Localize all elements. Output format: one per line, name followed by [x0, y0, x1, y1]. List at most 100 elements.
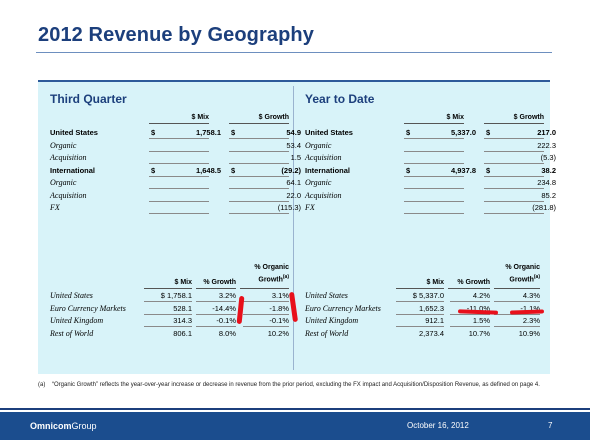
row-underline: [404, 163, 464, 164]
ytd-region-growth-rule: [448, 288, 490, 289]
row-underline: [404, 175, 464, 177]
currency-symbol: $: [231, 165, 236, 175]
row-label: Acquisition: [50, 190, 87, 200]
logo-bold: Omnicom: [30, 421, 72, 431]
region-organic: -0.1%: [269, 316, 289, 325]
q3-organic-header-line2: Growth(a): [258, 274, 289, 284]
q3-growth-header-rule: [229, 123, 289, 124]
region-growth: 3.2%: [218, 291, 236, 300]
row-underline: [404, 138, 464, 139]
row-underline: [494, 301, 540, 302]
region-label: United Kingdom: [50, 316, 104, 325]
row-underline: [484, 188, 544, 189]
growth-value: 85.2: [541, 190, 556, 200]
region-growth: 1.5%: [472, 316, 490, 325]
growth-value: (115.3): [277, 203, 301, 212]
region-organic: 3.1%: [271, 291, 289, 300]
growth-value: (281.8): [532, 203, 556, 212]
row-underline: [404, 188, 464, 189]
region-organic: 2.3%: [522, 316, 540, 325]
region-label: United States: [305, 291, 348, 300]
title-divider: [36, 52, 552, 53]
region-label: Euro Currency Markets: [305, 303, 381, 313]
q3-region-growth-header: % Growth: [203, 279, 236, 286]
ytd-region-organic-rule: [494, 288, 540, 289]
row-underline: [484, 175, 544, 177]
growth-value: 64.1: [286, 178, 301, 187]
ytd-region-mix-header: $ Mix: [426, 279, 444, 286]
region-mix: 314.3: [173, 316, 192, 325]
growth-value: 22.0: [286, 190, 301, 200]
row-underline: [396, 313, 444, 315]
row-underline: [229, 175, 289, 177]
row-underline: [404, 200, 464, 202]
growth-value: 54.9: [286, 128, 301, 137]
mix-value: 1,758.1: [195, 128, 221, 137]
ytd-growth-header-rule: [484, 123, 544, 124]
row-underline: [144, 326, 192, 327]
ytd-organic-header-line1: % Organic: [505, 264, 540, 271]
q3-region-mix-rule: [144, 288, 192, 289]
row-label: Organic: [50, 140, 77, 150]
footnote-tag: (a): [38, 382, 46, 388]
logo-rest: Group: [71, 421, 97, 431]
currency-symbol: $: [486, 165, 491, 175]
ytd-organic-header-line2: Growth(a): [509, 274, 540, 284]
region-organic: 10.2%: [267, 328, 289, 338]
row-underline: [149, 163, 209, 164]
q3-organic-header-line1: % Organic: [254, 264, 289, 271]
row-underline: [396, 326, 444, 327]
growth-value: 1.5: [290, 153, 301, 162]
growth-value: 38.2: [541, 165, 556, 175]
row-underline: [229, 213, 289, 214]
row-label: Organic: [305, 178, 332, 187]
row-underline: [196, 301, 236, 302]
row-label: International: [305, 165, 351, 175]
q3-mix-header: $ Mix: [191, 114, 209, 121]
currency-symbol: $: [406, 165, 411, 175]
region-mix: 2,373.4: [418, 328, 444, 338]
footer-date: October 16, 2012: [407, 421, 469, 430]
region-label: Rest of World: [305, 328, 349, 338]
currency-symbol: $: [486, 128, 491, 137]
row-underline: [484, 200, 544, 202]
row-label: Acquisition: [305, 153, 342, 162]
ytd-mix-header: $ Mix: [446, 114, 464, 121]
region-growth: 4.2%: [472, 291, 490, 300]
content-panel: [38, 80, 550, 374]
row-label: United States: [50, 128, 98, 137]
growth-value: (5.3): [540, 153, 556, 162]
ytd-organic-footnote-ref: (a): [533, 274, 540, 280]
region-growth: -0.1%: [216, 316, 236, 325]
row-underline: [484, 138, 544, 139]
page-title: 2012 Revenue by Geography: [38, 24, 314, 46]
row-underline: [243, 326, 289, 327]
row-label: Organic: [50, 178, 77, 187]
third-quarter-title: Third Quarter: [50, 92, 127, 106]
row-underline: [229, 163, 289, 164]
row-underline: [149, 200, 209, 202]
row-label: FX: [305, 203, 315, 212]
row-underline: [404, 150, 464, 152]
row-label: Acquisition: [50, 153, 87, 162]
mix-value: 5,337.0: [450, 128, 476, 137]
region-organic: 10.9%: [518, 328, 540, 338]
growth-value: 53.4: [286, 140, 301, 150]
row-underline: [229, 138, 289, 139]
row-underline: [243, 301, 289, 302]
row-underline: [144, 313, 192, 315]
region-mix: 1,652.3: [418, 303, 444, 313]
growth-value: 217.0: [537, 128, 556, 137]
row-label: United States: [305, 128, 353, 137]
currency-symbol: $: [151, 128, 156, 137]
row-underline: [149, 213, 209, 214]
mix-value: 4,937.8: [450, 165, 476, 175]
ytd-region-growth-header: % Growth: [457, 279, 490, 286]
row-label: Acquisition: [305, 190, 342, 200]
region-mix: $ 1,758.1: [160, 291, 192, 300]
row-underline: [196, 326, 236, 327]
ytd-mix-header-rule: [404, 123, 464, 124]
row-underline: [450, 301, 490, 302]
region-mix: 806.1: [173, 328, 192, 338]
q3-region-organic-rule: [240, 288, 289, 289]
